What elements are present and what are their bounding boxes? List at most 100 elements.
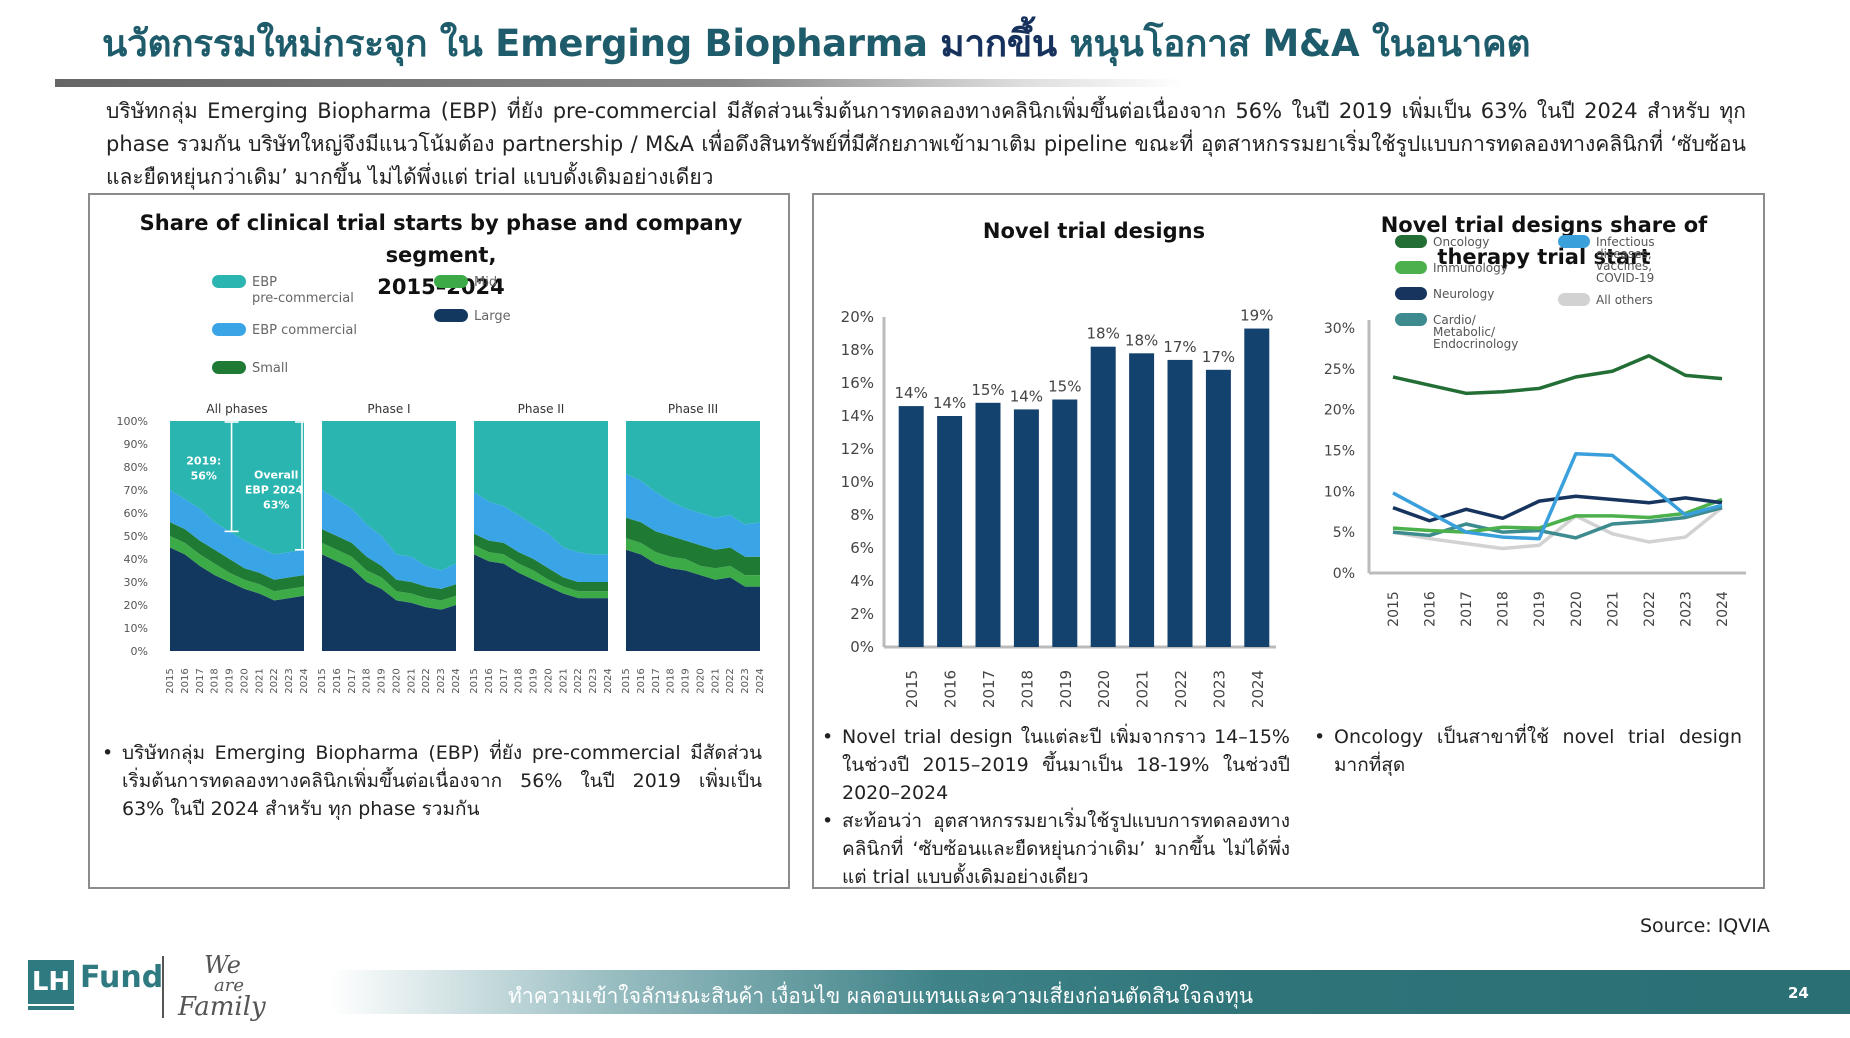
line-legend-label: Cardio/ [1433,313,1477,327]
bar-x-tick-label: 2023 [1210,670,1228,708]
bar-x-tick-label: 2018 [1018,670,1036,708]
x-tick-label: 2016 [484,668,495,693]
area-layer-large [626,549,760,651]
x-tick-label: 2019 [377,668,388,693]
line-legend-label: Metabolic/ [1433,325,1496,339]
y-tick-label: 30% [124,576,148,589]
x-tick-label: 2020 [543,668,554,693]
area-layer-large [474,554,608,651]
area-layer-ebp-commercial [322,490,456,589]
x-tick-label: 2024 [451,668,462,693]
bar-x-tick-label: 2016 [942,670,960,708]
facet-label: All phases [206,402,267,416]
logo-separator [162,956,164,1018]
bar-x-tick-label: 2015 [903,670,921,708]
bar [1129,353,1155,647]
title-divider [55,79,1185,87]
x-tick-label: 2020 [239,668,250,693]
facet-label: Phase III [668,402,718,416]
bar-data-label: 19% [1240,307,1273,325]
annotation-2024-text: EBP 2024: [245,484,308,497]
line-y-tick-label: 10% [1324,484,1355,500]
area-layer-small [474,533,608,592]
right-bullet-2-text: สะท้อนว่า อุตสาหกรรมยาเริ่มใช้รูปแบบการท… [842,810,1290,888]
bar [1167,359,1193,647]
area-layer-mid [170,536,304,601]
right-chart-panel: Novel trial designs Novel trial designs … [812,193,1765,889]
right-bullet-3-text: Oncology เป็นสาขาที่ใช้ novel trial desi… [1334,726,1742,776]
footer-disclaimer: ทำความเข้าใจลักษณะสินค้า เงื่อนไข ผลตอบแ… [508,984,1254,1008]
x-tick-label: 2021 [558,668,569,693]
x-tick-label: 2018 [362,668,373,693]
line-legend-label: vaccines, [1596,259,1652,273]
lh-logo-icon: LH [28,960,74,1010]
legend-label: pre-commercial [252,291,354,306]
x-tick-label: 2024 [603,668,614,693]
left-chart-panel: Share of clinical trial starts by phase … [88,193,790,889]
area-chart-title: Share of clinical trial starts by phase … [90,207,792,303]
area-layer-large [170,547,304,651]
logo-family-line-2: are [214,975,244,996]
line-x-tick-label: 2021 [1605,591,1621,627]
y-tick-label: 50% [124,530,148,543]
bar [1052,399,1078,647]
annotation-2019-text: 2019: [186,455,221,468]
x-tick-label: 2023 [740,668,751,693]
bar-y-tick-label: 2% [850,605,874,623]
bar-data-label: 15% [1048,378,1081,396]
line-x-tick-label: 2023 [1678,591,1694,627]
bar [1090,346,1116,647]
line-y-tick-label: 25% [1324,362,1355,378]
line-chart-title: Novel trial designs share of therapy tri… [1344,209,1744,273]
intro-paragraph: บริษัทกลุ่ม Emerging Biopharma (EBP) ที่… [106,99,1746,189]
y-tick-label: 20% [124,599,148,612]
x-tick-label: 2022 [573,668,584,693]
page-number: 24 [1788,984,1809,1002]
facet-label: Phase I [367,402,410,416]
bar-data-label: 18% [1125,331,1158,349]
area-layer-small [626,517,760,576]
bar-y-tick-label: 0% [850,638,874,656]
x-tick-label: 2016 [636,668,647,693]
bar-y-tick-label: 4% [850,572,874,590]
line-series [1392,452,1723,541]
logo-family-line-3: Family [178,992,266,1022]
legend-swatch [212,361,246,374]
line-y-tick-label: 20% [1324,403,1355,419]
line-series [1392,497,1723,534]
y-tick-label: 0% [131,645,148,658]
bar-x-tick-label: 2022 [1172,670,1190,708]
area-layer-ebp-pre-commercial [322,421,456,571]
x-tick-label: 2021 [254,668,265,693]
y-tick-label: 60% [124,507,148,520]
title-part-c: หนุนโอกาส M&A ในอนาคต [1056,22,1531,65]
bar-y-tick-label: 14% [841,407,874,425]
area-chart-title-line-1: Share of clinical trial starts by phase … [139,211,743,267]
bar-x-tick-label: 2017 [980,670,998,708]
bar-x-tick-label: 2021 [1134,670,1152,708]
line-legend-label: Immunology [1433,261,1508,275]
legend-label: Small [252,361,288,376]
x-tick-label: 2021 [710,668,721,693]
x-tick-label: 2024 [755,668,766,693]
bullet-dot: • [102,742,114,764]
bar-y-tick-label: 12% [841,440,874,458]
area-layer-mid [474,545,608,599]
bar-y-tick-label: 8% [850,506,874,524]
x-tick-label: 2017 [195,668,206,693]
source-note: Source: IQVIA [1640,915,1770,937]
annotation-2024-text: 63% [263,499,289,512]
bar [898,406,924,647]
line-x-tick-label: 2022 [1642,591,1658,627]
area-layer-small [170,522,304,592]
logo-family-line-1: We [204,951,241,979]
area-layer-ebp-commercial [626,473,760,557]
annotation-2019-bracket [224,421,239,533]
y-tick-label: 80% [124,461,148,474]
area-layer-mid [626,538,760,587]
y-tick-label: 100% [117,415,148,428]
x-tick-label: 2017 [347,668,358,693]
bar-data-label: 14% [933,394,966,412]
bar-y-tick-label: 18% [841,341,874,359]
bar-data-label: 14% [895,384,928,402]
